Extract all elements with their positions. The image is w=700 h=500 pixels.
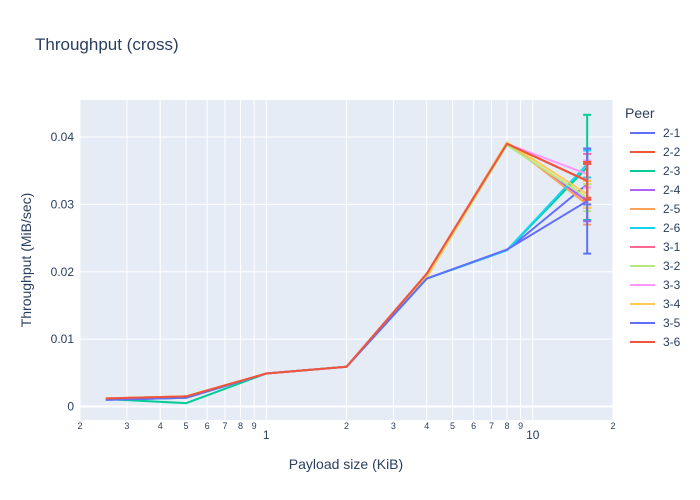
- legend-item: 3-3: [630, 278, 681, 292]
- legend-label: 3-6: [663, 335, 681, 349]
- y-tick-label: 0.02: [51, 265, 75, 279]
- legend-label: 2-2: [663, 145, 681, 159]
- x-minor-tick-label: 5: [450, 421, 455, 431]
- legend-label: 3-3: [663, 278, 681, 292]
- x-minor-tick-label: 2: [610, 421, 615, 431]
- x-minor-tick-label: 6: [471, 421, 476, 431]
- legend-title: Peer: [625, 105, 655, 121]
- x-minor-tick-label: 9: [252, 421, 257, 431]
- legend-item: 2-6: [630, 221, 681, 235]
- series-3-6: [105, 142, 592, 400]
- legend-label: 2-3: [663, 164, 681, 178]
- series-lines: [105, 113, 592, 405]
- legend-label: 2-1: [663, 126, 681, 140]
- x-axis-title: Payload size (KiB): [289, 456, 403, 472]
- legend-item: 2-1: [630, 126, 681, 140]
- chart-title: Throughput (cross): [35, 35, 179, 54]
- y-tick-label: 0.03: [51, 197, 75, 211]
- legend-label: 3-5: [663, 316, 681, 330]
- legend-item: 3-5: [630, 316, 681, 330]
- y-tick-label: 0.04: [51, 130, 75, 144]
- x-minor-tick-label: 3: [391, 421, 396, 431]
- x-minor-tick-label: 5: [184, 421, 189, 431]
- legend-item: 3-6: [630, 335, 681, 349]
- x-minor-tick-label: 8: [238, 421, 243, 431]
- x-minor-tick-label: 4: [424, 421, 429, 431]
- x-tick-label: 1: [263, 428, 270, 442]
- x-minor-tick-label: 2: [344, 421, 349, 431]
- x-minor-tick-label: 7: [489, 421, 494, 431]
- legend-label: 2-5: [663, 202, 681, 216]
- x-minor-tick-label: 3: [124, 421, 129, 431]
- legend-item: 2-4: [630, 183, 681, 197]
- legend-label: 3-4: [663, 297, 681, 311]
- x-minor-tick-label: 2: [77, 421, 82, 431]
- axis-ticks: 1 102 3 4 5 6 7 8 9 2 3 4 5 6 7 8 9 200.010.020.030.04: [51, 130, 616, 442]
- legend-item: 2-5: [630, 202, 681, 216]
- x-minor-tick-label: 6: [205, 421, 210, 431]
- grid-lines: [79, 100, 614, 420]
- x-minor-tick-label: 8: [504, 421, 509, 431]
- y-tick-label: 0.01: [51, 332, 75, 346]
- x-minor-tick-label: 7: [222, 421, 227, 431]
- legend-item: 2-2: [630, 145, 681, 159]
- x-minor-tick-label: 4: [158, 421, 163, 431]
- y-tick-label: 0: [67, 400, 74, 414]
- legend-label: 3-2: [663, 259, 681, 273]
- x-tick-label: 10: [526, 428, 540, 442]
- legend-label: 2-6: [663, 221, 681, 235]
- legend-item: 2-3: [630, 164, 681, 178]
- legend-item: 3-4: [630, 297, 681, 311]
- legend: Peer 2-1 2-2 2-3 2-4 2-5 2-6 3-1 3-2 3-3 3-4 3-5 3-…: [625, 105, 681, 349]
- legend-item: 3-2: [630, 259, 681, 273]
- x-minor-tick-label: 9: [518, 421, 523, 431]
- y-axis-title: Throughput (MiB/sec): [18, 193, 34, 328]
- legend-label: 2-4: [663, 183, 681, 197]
- legend-label: 3-1: [663, 240, 681, 254]
- legend-item: 3-1: [630, 240, 681, 254]
- series-line: [105, 142, 588, 400]
